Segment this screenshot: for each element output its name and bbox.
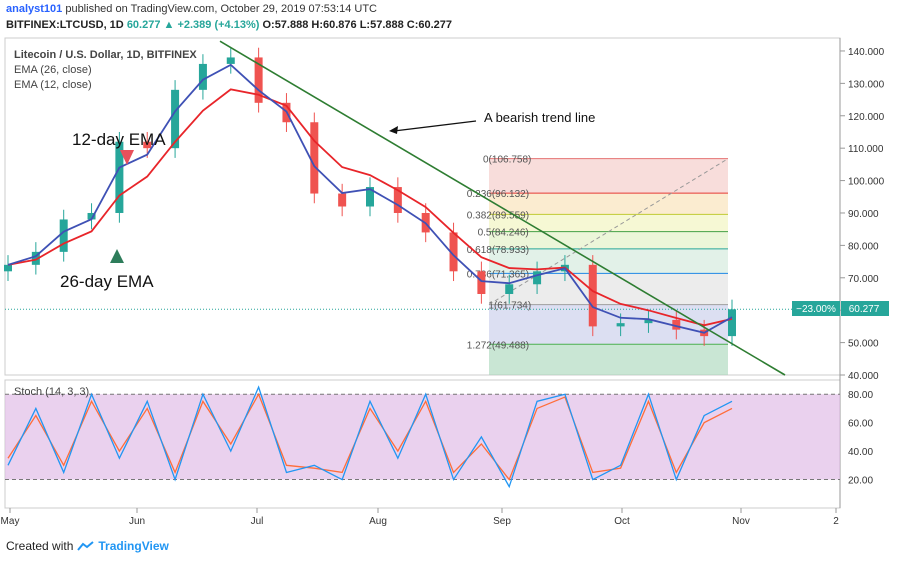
chart-title: Litecoin / U.S. Dollar, 1D, BITFINEX xyxy=(14,49,197,61)
price-tick-label: 140.000 xyxy=(848,47,885,58)
candle-body xyxy=(588,264,597,327)
price-tick-label: 50.000 xyxy=(848,339,879,350)
fib-diagonal xyxy=(488,158,729,306)
fib-zone xyxy=(489,344,728,375)
candle-body xyxy=(393,187,402,213)
candle-body xyxy=(449,232,458,272)
candle-body xyxy=(366,187,374,207)
candle-body xyxy=(198,63,207,90)
candle-body xyxy=(59,219,68,252)
date-tick-label: Aug xyxy=(369,516,387,527)
candle-body xyxy=(143,141,152,149)
fib-level-label: 0.618(78.933) xyxy=(467,245,529,256)
fib-level-label: 0.382(89.559) xyxy=(467,210,529,221)
date-tick-label: Jun xyxy=(129,516,145,527)
candle-body xyxy=(477,271,486,294)
fib-level-label: 0.236(96.132) xyxy=(467,189,529,200)
trend-pointer-line xyxy=(393,120,477,132)
tradingview-icon xyxy=(77,541,95,551)
date-tick-label: May xyxy=(1,516,20,527)
stochastic xyxy=(5,385,840,489)
arrow-up-icon xyxy=(110,249,124,263)
price-badge-label: 60.277 xyxy=(849,304,880,315)
tradingview-logo[interactable]: TradingView xyxy=(77,539,169,553)
fib-zone xyxy=(489,273,728,305)
price-change: 60.277 ▲ +2.389 (+4.13%) xyxy=(126,19,260,31)
ema26-line xyxy=(7,88,733,327)
candle-body xyxy=(616,323,625,327)
tradingview-brand: TradingView xyxy=(98,539,169,553)
symbol-label: BITFINEX:LTCUSD, 1D xyxy=(6,19,124,31)
publish-text: published on TradingView.com, October 29… xyxy=(65,3,377,15)
price-tick-label: 80.000 xyxy=(848,241,879,252)
arrow-left-icon xyxy=(389,126,398,134)
fib-zone xyxy=(489,158,728,194)
ema12-line xyxy=(7,63,733,334)
candle-body xyxy=(226,57,235,64)
price-tick-label: 70.000 xyxy=(848,274,879,285)
candle-body xyxy=(728,309,736,337)
candle-body xyxy=(115,141,124,213)
candle-body xyxy=(533,271,542,285)
arrow-down-icon xyxy=(120,150,134,165)
date-tick-label: Oct xyxy=(614,516,630,527)
legend-ema12: EMA (12, close) xyxy=(14,79,92,91)
change-badge xyxy=(792,301,840,316)
price-tick-label: 110.000 xyxy=(848,144,884,155)
author-link[interactable]: analyst101 xyxy=(6,3,63,15)
candle-body xyxy=(672,319,681,330)
price-tick-label: 100.000 xyxy=(848,177,885,188)
legend-ema26: EMA (26, close) xyxy=(14,64,92,76)
price-tick-label: 40.000 xyxy=(848,371,879,382)
date-tick-label: Nov xyxy=(732,516,750,527)
stoch-k-line xyxy=(7,385,733,489)
price-badge xyxy=(841,301,889,316)
footer: Created with TradingView xyxy=(6,539,169,553)
ohlc-values: O:57.888 H:60.876 L:57.888 C:60.277 xyxy=(262,19,453,31)
trend-line xyxy=(219,40,786,376)
fib-level-label: 0.5(84.246) xyxy=(478,228,529,239)
date-tick-label: Sep xyxy=(493,516,511,527)
price-tick-label: 90.000 xyxy=(848,209,879,220)
candle-body xyxy=(338,193,347,207)
candle-body xyxy=(644,319,653,324)
stoch-tick-label: 40.00 xyxy=(848,447,873,458)
bearish-trend-line xyxy=(219,40,786,376)
candle-body xyxy=(4,264,12,272)
stoch-tick-label: 60.00 xyxy=(848,419,873,430)
ema-lines xyxy=(7,63,733,334)
candle-body xyxy=(310,122,319,194)
annotation-trend: A bearish trend line xyxy=(484,110,595,125)
price-tick-label: 130.000 xyxy=(848,79,885,90)
fib-level-label: 0.786(71.365) xyxy=(467,269,529,280)
stoch-title: Stoch (14, 3, 3) xyxy=(14,386,89,398)
date-tick-label: Jul xyxy=(251,516,264,527)
candle-body xyxy=(254,57,263,103)
publish-info: analyst101 published on TradingView.com,… xyxy=(6,3,377,15)
fib-zone xyxy=(489,214,728,232)
fib-level-label: 0(106.758) xyxy=(483,155,531,166)
candle-body xyxy=(505,284,514,294)
symbol-info: BITFINEX:LTCUSD, 1D 60.277 ▲ +2.389 (+4.… xyxy=(6,19,452,31)
annotation-ema12: 12-day EMA xyxy=(72,130,166,149)
candle-body xyxy=(87,212,96,220)
fib-level-label: 1.272(49.488) xyxy=(467,340,529,351)
fib-zone xyxy=(489,304,728,345)
stoch-tick-label: 80.00 xyxy=(848,390,873,401)
annotation-ema26: 26-day EMA xyxy=(60,272,154,291)
change-badge-label: −23.00% xyxy=(796,304,836,315)
price-tick-label: 120.000 xyxy=(848,112,885,123)
fib-zone xyxy=(489,193,728,215)
stoch-tick-label: 20.00 xyxy=(848,476,873,487)
candle-body xyxy=(171,89,180,149)
date-tick-label: 2 xyxy=(833,516,839,527)
footer-text: Created with xyxy=(6,539,74,553)
fib-level-label: 1(61.734) xyxy=(488,301,531,312)
candle-body xyxy=(31,251,40,265)
